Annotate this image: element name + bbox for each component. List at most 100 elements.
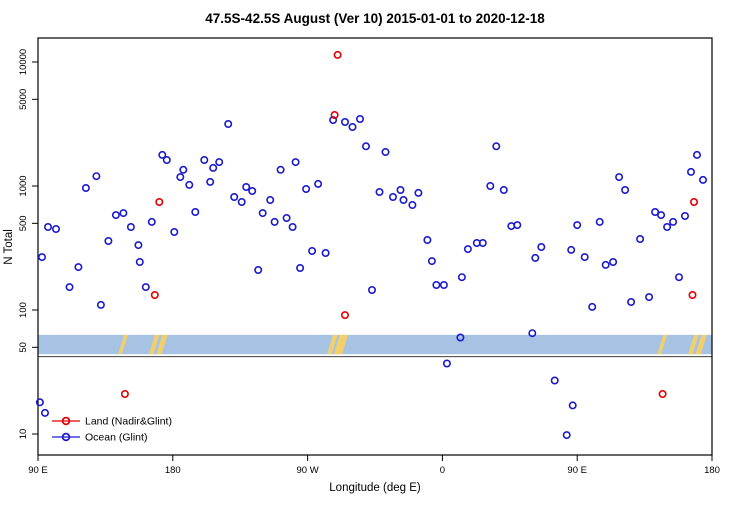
data-point xyxy=(562,431,571,440)
data-point xyxy=(155,198,164,207)
x-tick-label: 90 W xyxy=(297,465,319,476)
land-patch xyxy=(148,334,160,355)
data-point xyxy=(492,142,501,151)
data-point xyxy=(381,148,390,157)
data-point xyxy=(209,163,218,172)
data-point xyxy=(296,263,305,272)
y-tick-label: 10000 xyxy=(18,49,29,75)
data-point xyxy=(674,273,683,282)
data-point xyxy=(688,290,697,299)
data-point xyxy=(258,209,267,218)
legend-ocean-marker-icon xyxy=(61,432,71,442)
data-point xyxy=(651,208,660,217)
data-point xyxy=(200,156,209,165)
data-point xyxy=(119,209,128,218)
data-point xyxy=(567,245,576,254)
y-tick-label: 500 xyxy=(18,215,29,231)
data-point xyxy=(314,179,323,188)
y-axis-ticks: 10 50 100 500 1000 5000 10000 xyxy=(18,49,38,440)
chart-title: 47.5S-42.5S August (Ver 10) 2015-01-01 t… xyxy=(205,11,545,26)
data-point xyxy=(170,228,179,237)
data-point xyxy=(266,196,275,205)
data-point xyxy=(141,283,150,292)
data-point xyxy=(367,285,376,294)
data-point xyxy=(580,253,589,262)
data-point xyxy=(111,211,120,220)
data-point xyxy=(43,223,52,232)
data-point xyxy=(399,196,408,205)
data-point xyxy=(531,253,540,262)
data-point xyxy=(537,243,546,252)
data-point xyxy=(126,223,135,232)
data-point xyxy=(254,265,263,274)
data-point xyxy=(692,150,701,159)
legend-land-label: Land (Nadir&Glint) xyxy=(85,416,172,428)
data-point xyxy=(427,257,436,266)
data-point xyxy=(270,217,279,226)
land-patch xyxy=(156,334,168,355)
data-point xyxy=(51,225,60,234)
y-tick-label: 10 xyxy=(18,429,29,440)
data-point xyxy=(686,167,695,176)
data-point xyxy=(340,311,349,320)
data-point xyxy=(333,50,342,59)
x-tick-label: 0 xyxy=(440,465,445,476)
data-point xyxy=(81,184,90,193)
data-point xyxy=(40,408,49,417)
data-point xyxy=(215,158,224,167)
data-point xyxy=(588,302,597,311)
data-point xyxy=(396,186,405,195)
data-point xyxy=(37,253,46,262)
data-point xyxy=(230,193,239,202)
plot-border xyxy=(37,37,713,456)
data-point xyxy=(414,188,423,197)
y-tick-label: 50 xyxy=(18,342,29,353)
legend-ocean-label: Ocean (Glint) xyxy=(85,432,147,444)
data-point xyxy=(282,214,291,223)
data-point xyxy=(355,115,364,124)
data-point xyxy=(162,156,171,165)
data-point xyxy=(237,198,246,207)
data-point xyxy=(242,183,251,192)
x-axis-label: Longitude (deg E) xyxy=(329,482,421,494)
data-point xyxy=(176,173,185,182)
data-point xyxy=(74,263,83,272)
data-point xyxy=(308,247,317,256)
data-point xyxy=(120,389,129,398)
data-point xyxy=(621,186,630,195)
data-point xyxy=(658,389,667,398)
data-point xyxy=(276,165,285,174)
data-point xyxy=(645,293,654,302)
data-point xyxy=(330,111,339,120)
land-patch xyxy=(118,334,128,355)
latitude-map-band xyxy=(38,334,712,358)
data-point xyxy=(615,173,624,182)
x-axis-ticks: 90 E 180 90 W 0 90 E 180 xyxy=(28,455,720,476)
data-point xyxy=(439,280,448,289)
data-point xyxy=(147,217,156,226)
data-point xyxy=(134,241,143,250)
legend-land-marker-icon xyxy=(61,416,71,426)
data-point xyxy=(499,186,508,195)
land-patch xyxy=(333,334,349,355)
data-point xyxy=(104,237,113,246)
data-point xyxy=(486,182,495,191)
data-point xyxy=(35,398,44,407)
data-point xyxy=(92,172,101,181)
data-point xyxy=(291,158,300,167)
y-axis-label: N Total xyxy=(3,229,15,265)
data-point xyxy=(150,290,159,299)
data-point xyxy=(408,201,417,210)
data-point xyxy=(348,123,357,132)
data-point xyxy=(423,236,432,245)
data-point xyxy=(135,257,144,266)
data-point xyxy=(158,150,167,159)
data-point xyxy=(96,300,105,309)
data-point xyxy=(463,245,472,254)
data-point xyxy=(340,118,349,127)
data-point xyxy=(288,223,297,232)
data-point xyxy=(595,217,604,226)
data-point xyxy=(388,193,397,202)
x-tick-label: 180 xyxy=(165,465,181,476)
